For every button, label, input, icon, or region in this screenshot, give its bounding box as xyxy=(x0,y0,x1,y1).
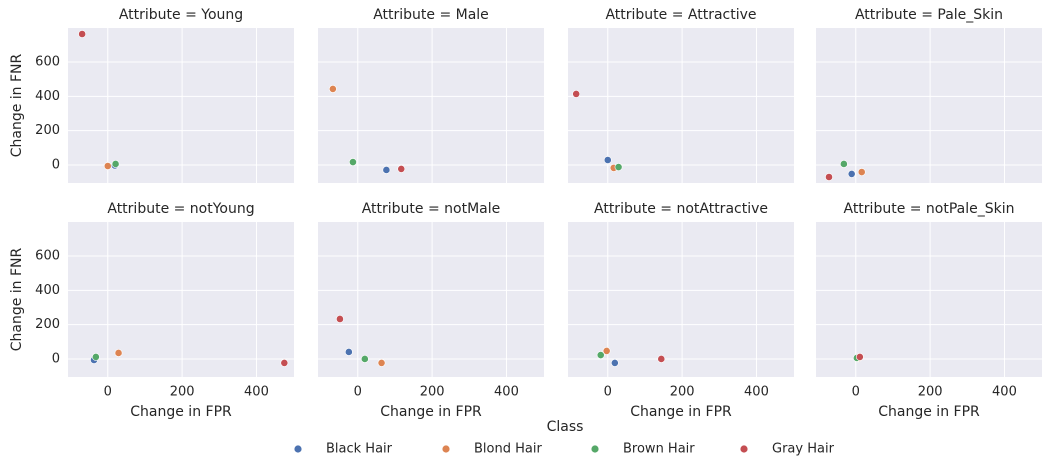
point xyxy=(78,30,87,38)
point xyxy=(377,359,386,367)
legend-label: Gray Hair xyxy=(772,442,835,457)
point xyxy=(657,355,666,363)
panel-title: Attribute = notYoung xyxy=(107,201,254,217)
y-tick-label: 600 xyxy=(35,248,60,263)
legend-marker xyxy=(591,445,599,453)
point xyxy=(344,348,353,356)
x-tick-label: 200 xyxy=(670,385,695,400)
x-axis-label: Change in FPR xyxy=(380,404,482,420)
x-tick-label: 0 xyxy=(104,385,112,400)
point xyxy=(328,85,337,93)
legend-marker xyxy=(442,445,450,453)
x-tick-label: 200 xyxy=(918,385,943,400)
panel-title: Attribute = notAttractive xyxy=(594,201,768,217)
y-axis-label: Change in FNR xyxy=(9,53,25,157)
panel-background xyxy=(68,222,294,377)
y-tick-label: 600 xyxy=(35,54,60,69)
legend-label: Brown Hair xyxy=(623,442,695,457)
legend-label: Blond Hair xyxy=(474,442,542,457)
legend-marker xyxy=(294,445,302,453)
panel-background xyxy=(568,28,794,183)
y-tick-label: 0 xyxy=(52,351,60,366)
panel-title: Attribute = notMale xyxy=(362,201,501,217)
point xyxy=(360,355,369,363)
x-tick-label: 200 xyxy=(420,385,445,400)
point xyxy=(336,315,344,323)
point xyxy=(825,173,833,181)
x-tick-label: 400 xyxy=(494,385,519,400)
panel-title: Attribute = Male xyxy=(373,7,489,23)
point xyxy=(280,359,289,367)
point xyxy=(857,168,866,176)
panel-background xyxy=(816,28,1042,183)
panel-title: Attribute = Pale_Skin xyxy=(855,7,1003,23)
x-tick-label: 0 xyxy=(604,385,612,400)
legend-title: Class xyxy=(547,419,584,435)
y-tick-label: 400 xyxy=(35,89,60,104)
point xyxy=(111,160,120,168)
x-axis-label: Change in FPR xyxy=(878,404,980,420)
point xyxy=(349,158,357,166)
panel-background xyxy=(68,28,294,183)
panel-title: Attribute = Young xyxy=(119,7,243,23)
point xyxy=(596,351,605,359)
panel-title: Attribute = notPale_Skin xyxy=(843,201,1014,217)
panel-background xyxy=(816,222,1042,377)
y-tick-label: 400 xyxy=(35,283,60,298)
x-axis-label: Change in FPR xyxy=(630,404,732,420)
point xyxy=(114,349,123,357)
point xyxy=(397,165,406,173)
point xyxy=(103,162,112,170)
point xyxy=(610,359,619,367)
x-tick-label: 0 xyxy=(852,385,860,400)
point xyxy=(603,156,612,164)
x-axis-label: Change in FPR xyxy=(130,404,232,420)
point xyxy=(91,353,100,361)
panel-title: Attribute = Attractive xyxy=(605,7,756,23)
point xyxy=(855,353,864,361)
point xyxy=(847,170,856,178)
y-tick-label: 0 xyxy=(52,157,60,172)
y-tick-label: 200 xyxy=(35,317,60,332)
point xyxy=(572,90,581,98)
y-tick-label: 200 xyxy=(35,123,60,138)
point xyxy=(614,163,623,171)
point xyxy=(602,347,611,355)
y-axis-label: Change in FNR xyxy=(9,247,25,351)
x-tick-label: 400 xyxy=(992,385,1017,400)
x-tick-label: 400 xyxy=(244,385,269,400)
x-tick-label: 200 xyxy=(170,385,195,400)
point xyxy=(382,166,391,174)
x-tick-label: 400 xyxy=(744,385,769,400)
legend-marker xyxy=(740,445,748,453)
legend-label: Black Hair xyxy=(326,442,393,457)
point xyxy=(839,160,848,168)
x-tick-label: 0 xyxy=(354,385,362,400)
